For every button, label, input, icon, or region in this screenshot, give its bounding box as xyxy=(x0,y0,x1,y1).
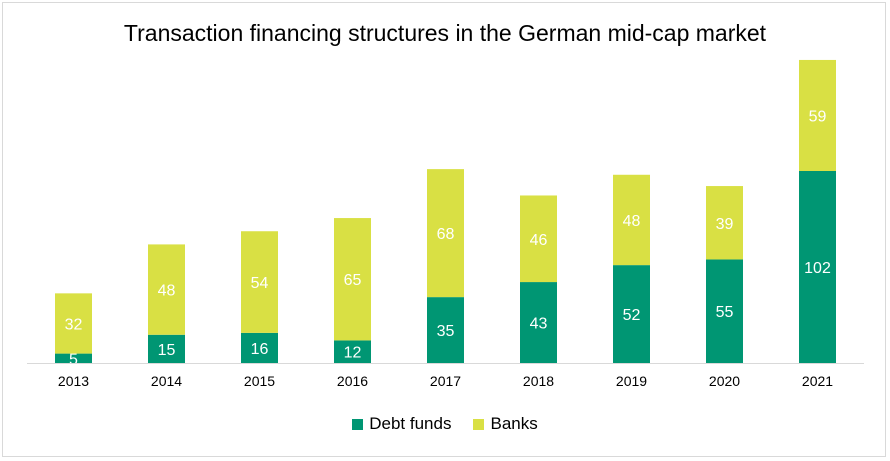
bar-debt-funds-2015 xyxy=(241,332,278,363)
data-label-banks-2019: 48 xyxy=(623,213,641,230)
data-label-debt-funds-2014: 15 xyxy=(158,342,176,359)
data-label-banks-2016: 65 xyxy=(344,272,362,289)
data-label-debt-funds-2013: 5 xyxy=(69,351,78,368)
bar-banks-2019 xyxy=(613,174,650,266)
bar-banks-2016 xyxy=(334,218,371,341)
x-tick-label-2021: 2021 xyxy=(802,373,833,389)
data-label-banks-2014: 48 xyxy=(158,283,176,300)
bar-banks-2015 xyxy=(241,231,278,333)
data-label-debt-funds-2018: 43 xyxy=(530,316,548,333)
data-label-banks-2015: 54 xyxy=(251,275,269,292)
bar-debt-funds-2021 xyxy=(799,171,836,363)
data-label-debt-funds-2016: 12 xyxy=(344,345,362,362)
bar-debt-funds-2019 xyxy=(613,265,650,363)
data-label-banks-2020: 39 xyxy=(716,216,734,233)
data-label-banks-2018: 46 xyxy=(530,232,548,249)
bar-debt-funds-2016 xyxy=(334,340,371,363)
legend-item-debt-funds: Debt funds xyxy=(352,414,451,434)
bar-banks-2021 xyxy=(799,59,836,171)
bar-debt-funds-2018 xyxy=(520,282,557,363)
legend-label-debt-funds: Debt funds xyxy=(369,414,452,433)
data-label-banks-2021: 59 xyxy=(809,108,827,125)
bar-banks-2014 xyxy=(148,244,185,335)
legend-item-banks: Banks xyxy=(473,414,538,434)
x-tick-label-2019: 2019 xyxy=(616,373,647,389)
bar-banks-2017 xyxy=(427,169,464,298)
data-label-debt-funds-2015: 16 xyxy=(251,341,269,358)
data-label-debt-funds-2021: 102 xyxy=(804,260,831,277)
data-label-banks-2017: 68 xyxy=(437,226,455,243)
legend: Debt funds Banks xyxy=(0,414,890,434)
x-tick-label-2014: 2014 xyxy=(151,373,182,389)
legend-label-banks: Banks xyxy=(490,414,538,433)
bar-banks-2018 xyxy=(520,195,557,283)
x-tick-label-2013: 2013 xyxy=(58,373,89,389)
bar-debt-funds-2014 xyxy=(148,334,185,363)
data-label-banks-2013: 32 xyxy=(65,316,83,333)
bar-banks-2020 xyxy=(706,186,743,260)
data-label-debt-funds-2017: 35 xyxy=(437,323,455,340)
data-label-debt-funds-2020: 55 xyxy=(716,304,734,321)
x-tick-label-2020: 2020 xyxy=(709,373,740,389)
x-tick-label-2018: 2018 xyxy=(523,373,554,389)
bar-debt-funds-2020 xyxy=(706,259,743,363)
data-label-debt-funds-2019: 52 xyxy=(623,307,641,324)
legend-swatch-banks xyxy=(473,418,485,430)
x-tick-label-2016: 2016 xyxy=(337,373,368,389)
chart-title: Transaction financing structures in the … xyxy=(123,20,767,46)
x-tick-label-2015: 2015 xyxy=(244,373,275,389)
legend-swatch-debt-funds xyxy=(352,418,364,430)
bar-banks-2013 xyxy=(55,293,92,354)
bar-debt-funds-2013 xyxy=(55,353,92,363)
bar-debt-funds-2017 xyxy=(427,297,464,363)
x-tick-label-2017: 2017 xyxy=(430,373,461,389)
